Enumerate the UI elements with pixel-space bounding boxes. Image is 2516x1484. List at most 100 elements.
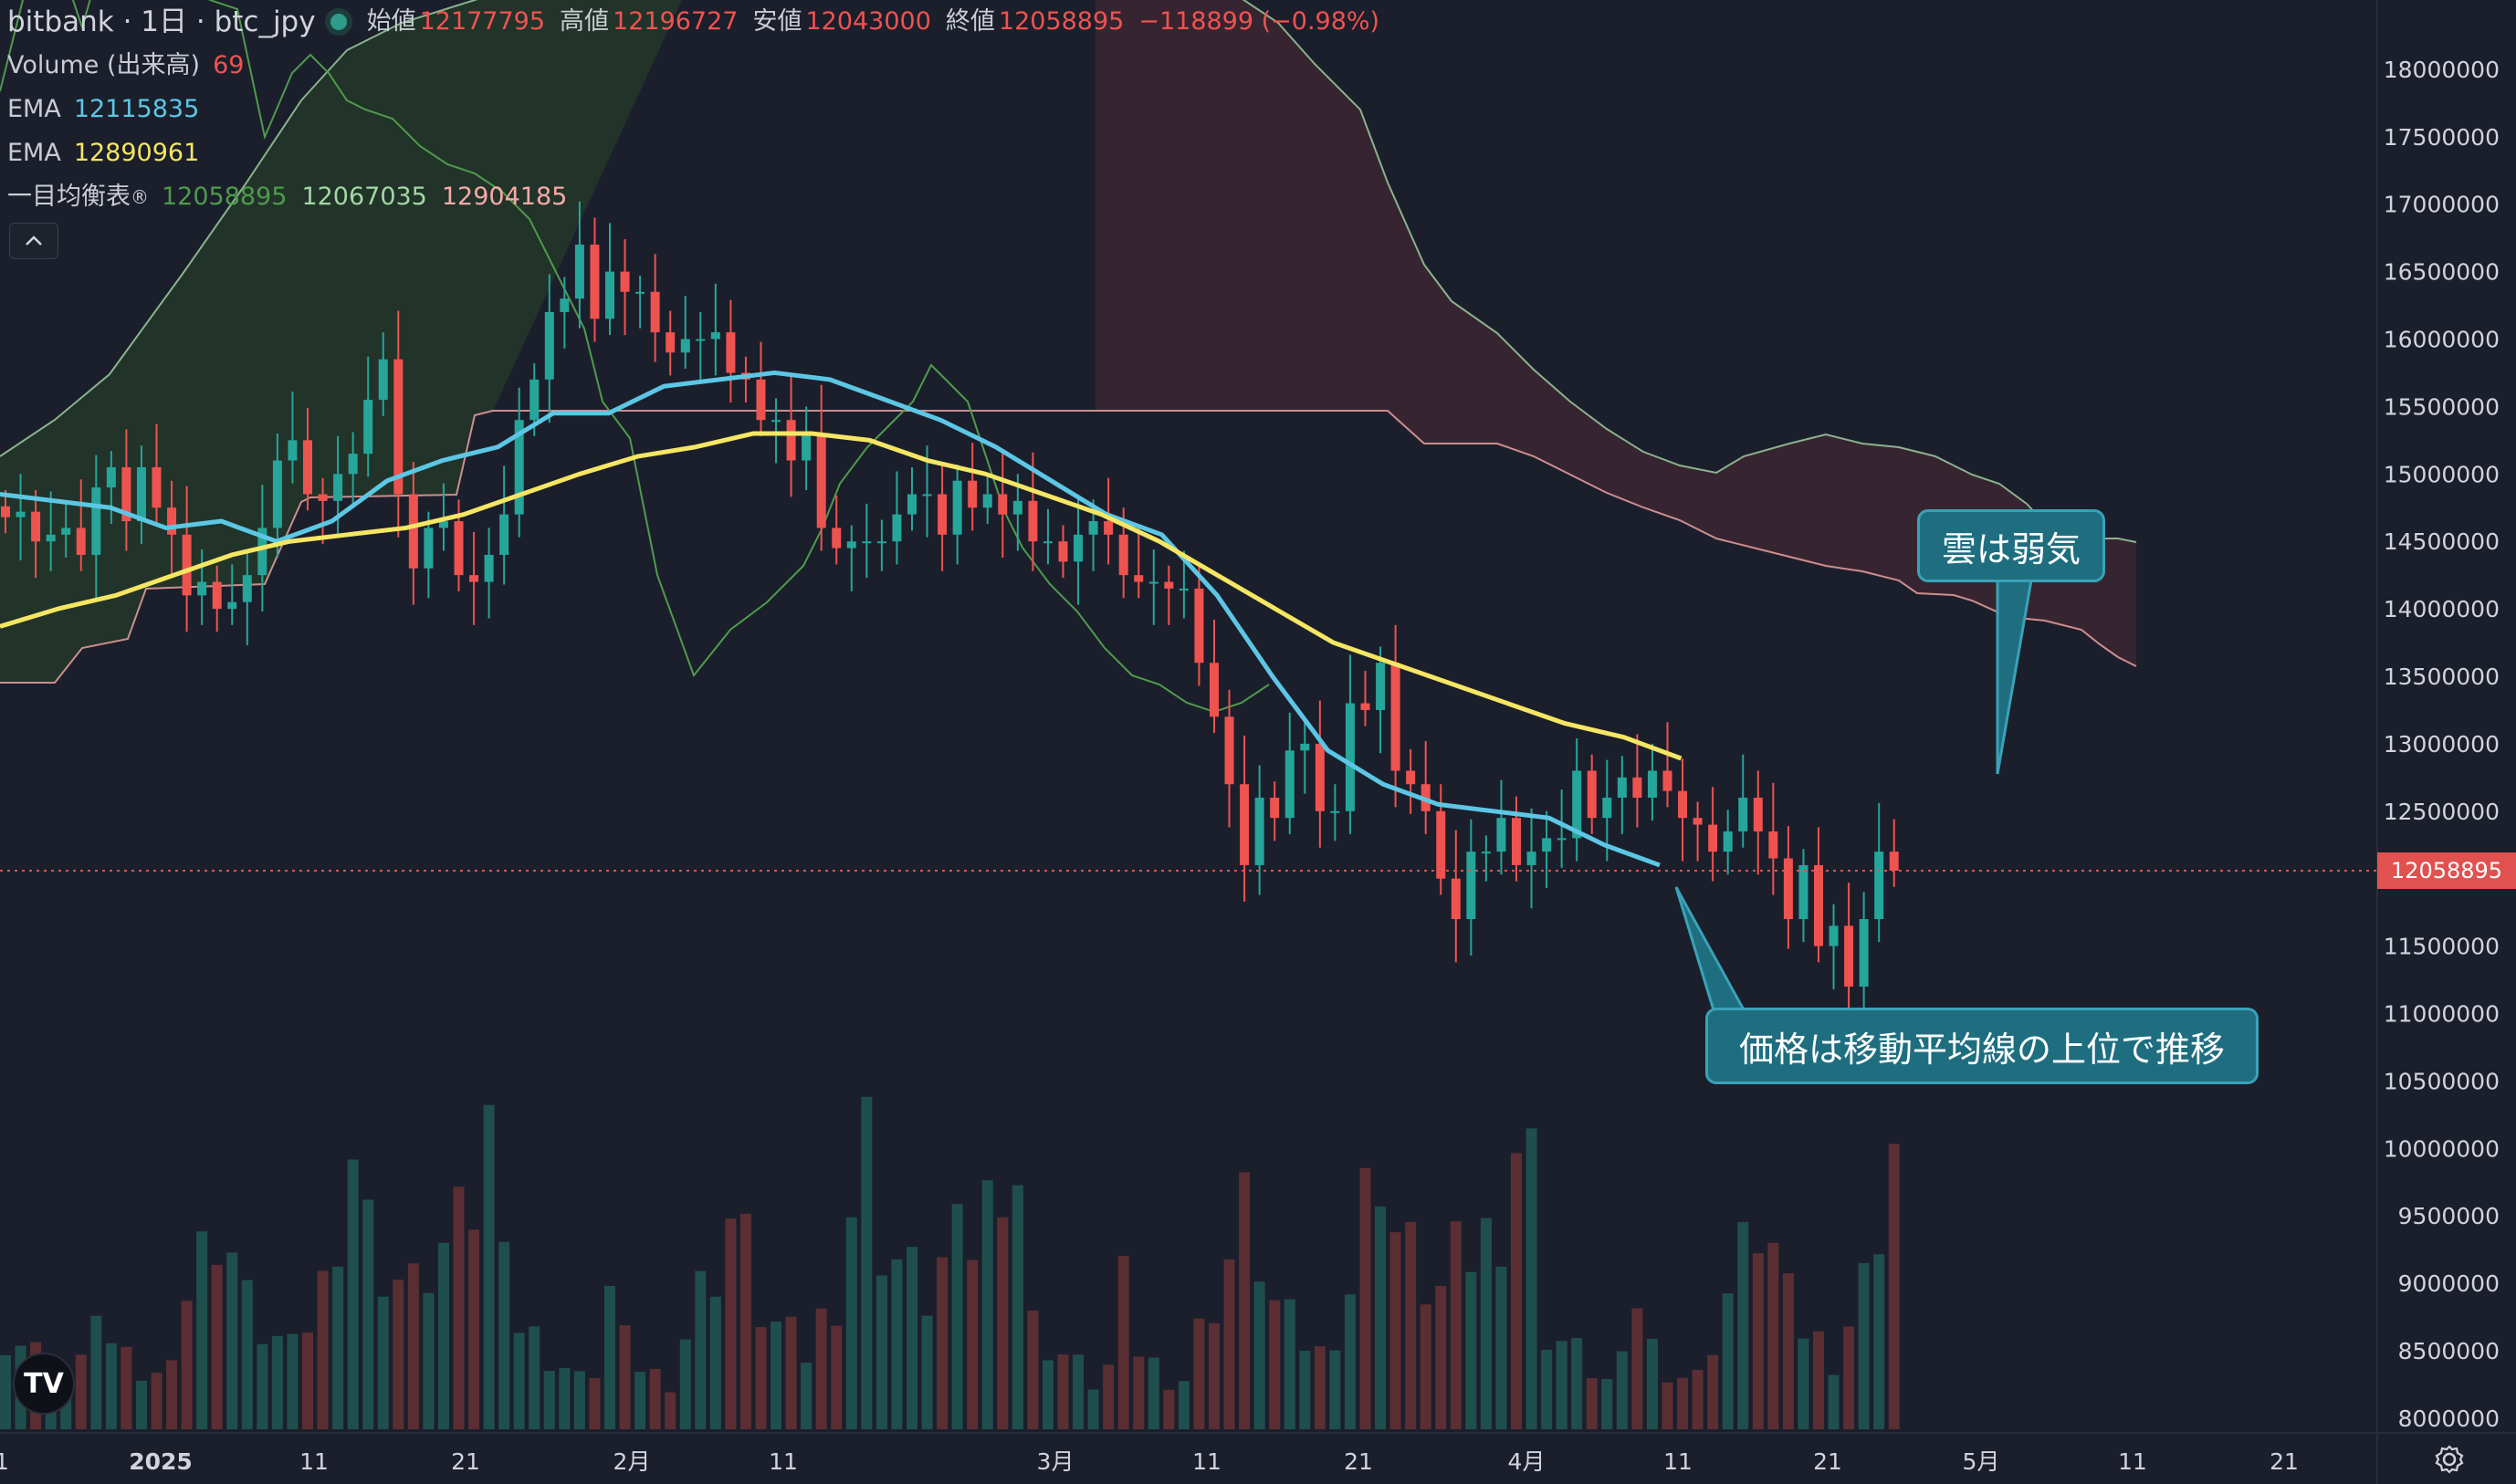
candle-body: [529, 379, 540, 421]
volume-bar: [257, 1343, 268, 1429]
ichimoku-lagging-span: [0, 0, 1270, 714]
ema-slow-line: [0, 431, 1683, 761]
candle-body: [378, 359, 388, 401]
ema1-row[interactable]: EMA 12115835: [7, 88, 1394, 131]
volume-bar: [907, 1247, 917, 1429]
price-tick-label: 17500000: [2384, 124, 2500, 151]
candle-body: [257, 528, 267, 576]
candle-body: [1104, 521, 1114, 535]
volume-bar: [1420, 1304, 1431, 1429]
candle-body: [1164, 581, 1174, 589]
volume-bar: [921, 1315, 933, 1429]
candle-body: [288, 440, 298, 461]
candle-body: [1270, 798, 1280, 819]
ema2-label: EMA: [7, 139, 61, 167]
volume-bar: [468, 1229, 480, 1429]
volume-bar: [1193, 1318, 1205, 1429]
candle-body: [438, 521, 448, 528]
volume-bar: [559, 1367, 571, 1429]
settings-gear-icon[interactable]: [2434, 1444, 2465, 1475]
volume-bar: [801, 1363, 812, 1429]
candle-body: [846, 541, 856, 549]
volume-bar: [815, 1308, 827, 1429]
candle-body: [544, 311, 554, 380]
price-tick-label: 14000000: [2384, 596, 2500, 622]
candle-body: [620, 271, 630, 292]
candle-body: [121, 466, 131, 522]
candle-body: [1783, 858, 1793, 920]
candle-body: [1330, 810, 1340, 813]
volume-bar: [90, 1315, 102, 1429]
volume-bar: [393, 1280, 404, 1429]
candle-body: [1, 506, 10, 517]
candle-body: [303, 440, 312, 495]
candle-body: [1012, 500, 1022, 515]
candle-body: [242, 575, 252, 602]
candle-body: [952, 480, 962, 535]
volume-bar: [1525, 1128, 1537, 1429]
price-note-text: 価格は移動平均線の上位で推移: [1738, 1029, 2225, 1070]
volume-bar: [725, 1218, 737, 1429]
candle-body: [892, 514, 902, 542]
volume-bar: [1253, 1281, 1265, 1429]
volume-bar: [845, 1217, 857, 1429]
time-tick-label: 11: [769, 1448, 798, 1475]
volume-bar: [135, 1380, 147, 1429]
time-tick-label: 11: [1663, 1448, 1693, 1475]
volume-bar: [362, 1199, 374, 1429]
candle-body: [1390, 663, 1400, 771]
symbol-title[interactable]: bitbank · 1日 · btc_jpy: [7, 5, 316, 38]
low-label: 安値: [752, 7, 802, 36]
time-tick-label: 2月: [613, 1448, 651, 1475]
candle-body: [1240, 784, 1250, 865]
collapse-legend-button[interactable]: [9, 223, 58, 259]
candle-body: [514, 420, 524, 515]
volume-bar: [861, 1096, 873, 1429]
candle-body: [1376, 663, 1386, 710]
volume-bar: [226, 1252, 238, 1429]
candle-body: [756, 379, 766, 421]
volume-value: 69: [213, 51, 245, 79]
ema2-row[interactable]: EMA 12890961: [7, 131, 1394, 175]
volume-bar: [589, 1378, 601, 1429]
candle-body: [469, 575, 479, 582]
candle-body: [393, 359, 404, 495]
candle-body: [136, 466, 146, 522]
candle-body: [982, 494, 992, 508]
candle-body: [46, 534, 56, 542]
candle-body: [1738, 798, 1748, 831]
candle-body: [1798, 864, 1808, 920]
volume-bar: [1586, 1378, 1598, 1429]
price-tick-label: 14500000: [2384, 528, 2500, 555]
tradingview-logo[interactable]: TV: [13, 1353, 75, 1415]
candle-body: [1542, 838, 1552, 852]
price-tick-label: 15500000: [2384, 393, 2500, 420]
volume-bar: [302, 1332, 313, 1429]
candle-body: [333, 474, 343, 501]
candle-body: [938, 494, 948, 535]
volume-bar: [1117, 1256, 1129, 1429]
cloud-note-text: 雲は弱気: [1941, 528, 2081, 570]
candle-body: [922, 494, 932, 496]
candle-body: [61, 528, 71, 535]
high-value: 12196727: [613, 7, 739, 36]
volume-bar: [151, 1373, 162, 1429]
ichimoku-row[interactable]: 一目均衡表 ® 12058895 12067035 12904185: [7, 175, 1394, 219]
candle-body: [424, 528, 434, 569]
candle-body: [1678, 790, 1688, 819]
candle-body: [1134, 575, 1144, 582]
candle-body: [1557, 838, 1567, 841]
market-status-icon: [330, 14, 347, 30]
symbol-row: bitbank · 1日 · btc_jpy 始値 12177795 高値 12…: [7, 0, 1394, 44]
price-tick-label: 8000000: [2398, 1406, 2500, 1432]
ichimoku-value-1: 12058895: [162, 183, 288, 211]
volume-bar: [1389, 1232, 1401, 1429]
volume-bar: [634, 1372, 646, 1429]
volume-bar: [1541, 1349, 1553, 1429]
volume-bar: [1269, 1300, 1281, 1429]
close-label: 終値: [945, 7, 995, 36]
volume-bar: [785, 1316, 797, 1429]
volume-bar: [1813, 1331, 1824, 1429]
volume-row[interactable]: Volume (出来高) 69: [7, 44, 1394, 88]
